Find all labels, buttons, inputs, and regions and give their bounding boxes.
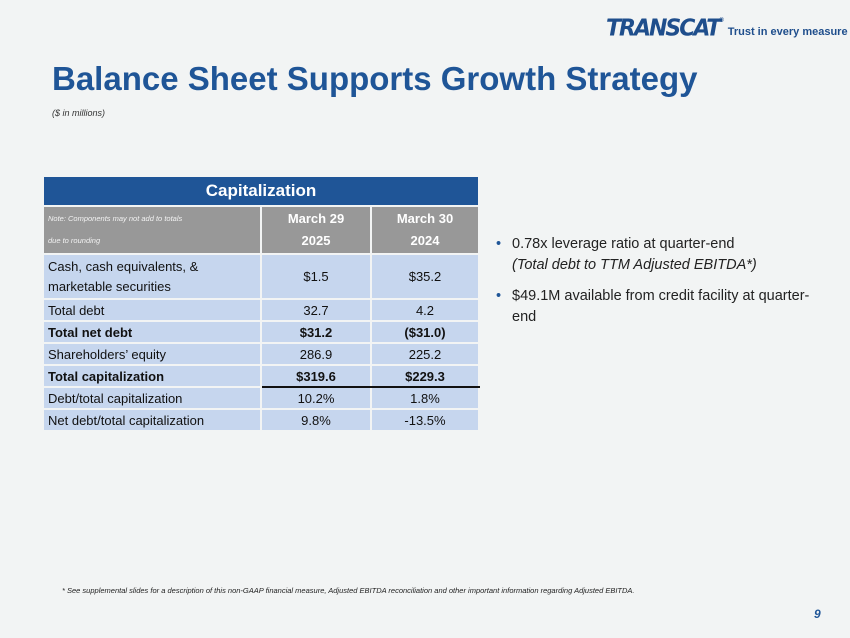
row-label: Debt/total capitalization xyxy=(42,386,262,410)
bullet-list: • 0.78x leverage ratio at quarter-end (Tot… xyxy=(496,234,826,338)
cell-2024: 225.2 xyxy=(370,342,480,366)
cell-2025: 32.7 xyxy=(260,298,372,322)
table-caption: Capitalization xyxy=(42,175,480,207)
column-header: March 30 2024 xyxy=(370,205,480,255)
row-label: Total debt xyxy=(42,298,262,322)
cell-2025: 9.8% xyxy=(260,408,372,432)
table-row: Total net debt $31.2 ($31.0) xyxy=(42,320,480,344)
rounding-note: Note: Components may not add to totals du… xyxy=(42,205,262,255)
page-number: 9 xyxy=(814,607,821,621)
cell-2024: -13.5% xyxy=(370,408,480,432)
transcat-logo: TRANSCAT ® Trust in every measure xyxy=(606,15,848,42)
table-row: Total debt 32.7 4.2 xyxy=(42,298,480,322)
cell-2024: 4.2 xyxy=(370,298,480,322)
row-label: Cash, cash equivalents, & marketable sec… xyxy=(42,253,262,300)
cell-2025: $1.5 xyxy=(260,253,372,300)
row-label: Shareholders’ equity xyxy=(42,342,262,366)
row-label: Net debt/total capitalization xyxy=(42,408,262,432)
row-label: Total capitalization xyxy=(42,364,262,388)
cell-2025: $31.2 xyxy=(260,320,372,344)
bullet-icon: • xyxy=(496,236,502,252)
capitalization-table: Capitalization Note: Components may not … xyxy=(42,175,480,432)
cell-2025: 10.2% xyxy=(260,386,372,410)
logo-registered: ® xyxy=(719,18,724,24)
logo-brand: TRANSCAT xyxy=(606,15,721,42)
bullet-icon: • xyxy=(496,288,502,304)
table-row: Debt/total capitalization 10.2% 1.8% xyxy=(42,386,480,410)
cell-2024: $35.2 xyxy=(370,253,480,300)
cell-2025: $319.6 xyxy=(260,364,372,388)
units-note: ($ in millions) xyxy=(52,108,106,118)
bullet-item: • $49.1M available from credit facility a… xyxy=(496,288,810,325)
cell-2025: 286.9 xyxy=(260,342,372,366)
logo-tagline: Trust in every measure xyxy=(727,26,848,38)
table-row: Net debt/total capitalization 9.8% -13.5% xyxy=(42,408,480,432)
table-row: Total capitalization $319.6 $229.3 xyxy=(42,364,480,388)
column-header: March 29 2025 xyxy=(260,205,372,255)
table-row: Shareholders’ equity 286.9 225.2 xyxy=(42,342,480,366)
cell-2024: ($31.0) xyxy=(370,320,480,344)
bullet-item: • 0.78x leverage ratio at quarter-end (Tot… xyxy=(496,236,757,273)
row-label: Total net debt xyxy=(42,320,262,344)
table-row: Cash, cash equivalents, & marketable sec… xyxy=(42,253,480,300)
page-title: Balance Sheet Supports Growth Strategy xyxy=(52,60,698,97)
cell-2024: $229.3 xyxy=(370,364,480,388)
footnote: * See supplemental slides for a descript… xyxy=(62,586,635,595)
cell-2024: 1.8% xyxy=(370,386,480,410)
